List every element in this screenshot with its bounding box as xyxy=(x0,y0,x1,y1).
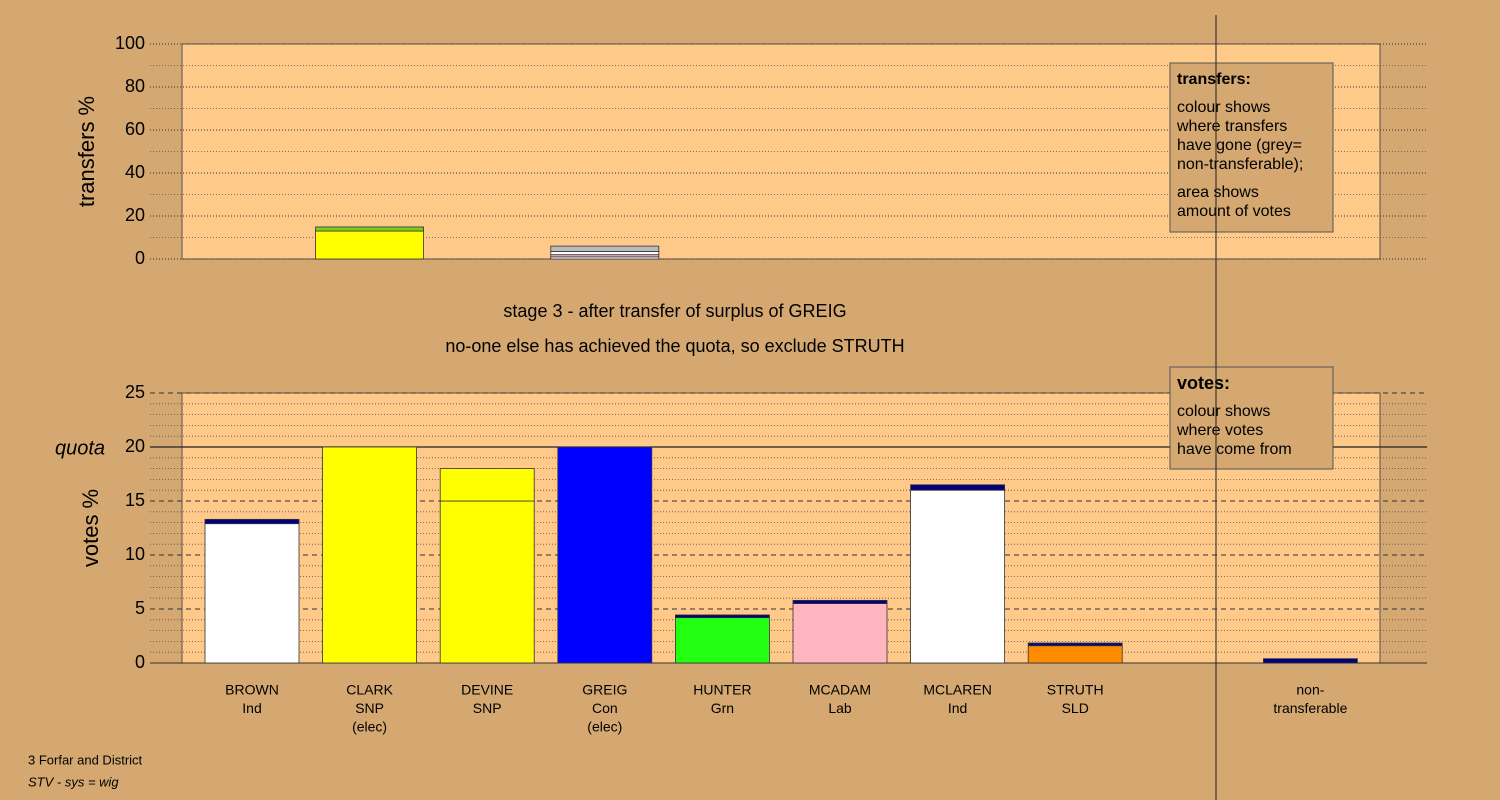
x-tick-label: Lab xyxy=(828,700,852,716)
y-tick-label: 20 xyxy=(125,436,145,456)
x-tick-label: BROWN xyxy=(225,682,279,698)
x-tick-label: SNP xyxy=(355,700,384,716)
x-tick-label: (elec) xyxy=(587,719,622,735)
x-tick-label: Ind xyxy=(242,700,261,716)
x-tick-label: SLD xyxy=(1062,700,1089,716)
y-tick-label: 40 xyxy=(125,162,145,182)
bar-segment xyxy=(792,599,888,604)
caption: stage 3 - after transfer of surplus of G… xyxy=(503,301,846,321)
bar-segment xyxy=(910,489,1005,664)
y-tick-label: 60 xyxy=(125,119,145,139)
legend-text: colour shows xyxy=(1177,99,1270,116)
y-tick-label: 100 xyxy=(115,33,145,53)
y-tick-label: 10 xyxy=(125,544,145,564)
bar-segment xyxy=(322,446,418,664)
y-tick-label: 20 xyxy=(125,205,145,225)
legend-text: where votes xyxy=(1176,422,1263,439)
y-tick-label: 15 xyxy=(125,490,145,510)
x-tick-label: GREIG xyxy=(582,682,627,698)
x-tick-label: STRUTH xyxy=(1047,682,1104,698)
bar-segment xyxy=(550,251,660,256)
y-axis-label: transfers % xyxy=(74,96,99,207)
bar-segment xyxy=(315,226,425,232)
legend-text: amount of votes xyxy=(1177,203,1291,220)
bar-segment xyxy=(439,468,535,502)
x-tick-label: MCADAM xyxy=(809,682,871,698)
bar-segment xyxy=(1027,645,1123,664)
x-tick-label: MCLAREN xyxy=(923,682,991,698)
bar-segment xyxy=(1263,658,1358,664)
bar-segment xyxy=(204,523,300,664)
legend-title: transfers: xyxy=(1177,71,1251,88)
y-tick-label: 0 xyxy=(135,652,145,672)
footer: STV - sys = wig xyxy=(28,774,119,789)
x-tick-label: Grn xyxy=(711,700,734,716)
bar-segment xyxy=(1027,642,1123,647)
bar-segment xyxy=(439,500,535,664)
bar-segment xyxy=(675,614,770,619)
bar-segment xyxy=(557,446,653,664)
footer: 3 Forfar and District xyxy=(28,752,143,767)
bar-segment xyxy=(792,603,888,664)
legend-text: area shows xyxy=(1177,184,1259,201)
x-tick-label: Con xyxy=(592,700,618,716)
y-tick-label: 80 xyxy=(125,76,145,96)
legend-text: where transfers xyxy=(1176,118,1287,135)
legend-box xyxy=(1169,62,1334,233)
bar-segment xyxy=(675,617,770,664)
legend-text: have gone (grey= xyxy=(1177,137,1302,154)
x-tick-label: CLARK xyxy=(346,682,393,698)
legend-title: votes: xyxy=(1177,373,1230,393)
x-tick-label: non- xyxy=(1296,682,1324,698)
y-tick-label: 25 xyxy=(125,382,145,402)
bar-segment xyxy=(315,230,425,260)
bar-segment xyxy=(910,484,1005,491)
caption: no-one else has achieved the quota, so e… xyxy=(445,336,904,356)
y-axis-label: votes % xyxy=(78,489,103,567)
bar-segment xyxy=(550,245,660,252)
y-tick-label: 0 xyxy=(135,248,145,268)
x-tick-label: (elec) xyxy=(352,719,387,735)
x-tick-label: DEVINE xyxy=(461,682,513,698)
legend-text: non-transferable); xyxy=(1177,156,1303,173)
x-tick-label: Ind xyxy=(948,700,967,716)
x-tick-label: HUNTER xyxy=(693,682,751,698)
bar-segment xyxy=(204,518,300,525)
legend-box xyxy=(1169,366,1334,470)
x-tick-label: SNP xyxy=(473,700,502,716)
legend-text: colour shows xyxy=(1177,403,1270,420)
quota-label: quota xyxy=(55,437,105,459)
x-tick-label: transferable xyxy=(1273,700,1347,716)
legend-text: have come from xyxy=(1177,441,1292,458)
y-tick-label: 5 xyxy=(135,598,145,618)
